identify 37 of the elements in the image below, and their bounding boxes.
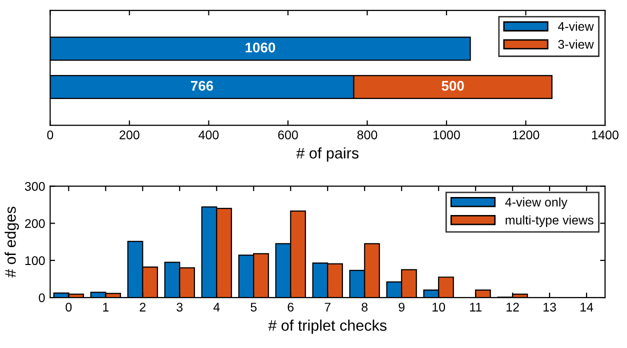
x-tick-label: 7 xyxy=(324,302,330,312)
x-tick-label: 400 xyxy=(198,130,219,140)
x-tick-label: 3 xyxy=(176,302,183,312)
x-tick-label: 1000 xyxy=(434,130,460,140)
x-tick-label: 0 xyxy=(47,130,54,140)
y-tick-label: 0 xyxy=(38,293,45,302)
x-tick-label: 2 xyxy=(140,302,146,312)
y-tick-label: 100 xyxy=(25,256,45,266)
data-label: 1060 xyxy=(246,42,276,52)
y-tick-label: 300 xyxy=(24,182,45,191)
x-tick-label: 1400 xyxy=(592,130,618,140)
x-tick-label: 11 xyxy=(470,302,482,312)
x-tick-label: 8 xyxy=(362,302,368,312)
legend-label: 4-view xyxy=(558,22,594,31)
x-axis-title: # of triplet checks xyxy=(268,320,386,334)
x-tick-label: 10 xyxy=(432,302,446,312)
x-tick-label: 9 xyxy=(398,302,404,312)
x-tick-label: 1 xyxy=(103,302,109,312)
x-axis-title: # of pairs xyxy=(296,147,358,162)
x-tick-label: 0 xyxy=(66,302,72,312)
data-label: 500 xyxy=(442,80,464,91)
x-tick-label: 12 xyxy=(506,302,519,312)
x-tick-label: 4 xyxy=(213,302,220,312)
x-tick-label: 6 xyxy=(288,302,294,312)
legend-label: 4-view only xyxy=(505,197,568,210)
x-tick-label: 5 xyxy=(250,302,257,312)
x-tick-label: 13 xyxy=(544,302,556,312)
data-label: 766 xyxy=(190,80,214,91)
y-axis-title: # of edges xyxy=(4,206,19,278)
x-tick-label: 200 xyxy=(120,130,140,140)
x-tick-label: 14 xyxy=(580,302,594,312)
legend-label: 3-view xyxy=(558,40,594,49)
legend-label: multi-type views xyxy=(506,215,594,227)
x-tick-label: 1200 xyxy=(512,130,540,140)
y-tick-label: 200 xyxy=(25,219,45,228)
x-tick-label: 800 xyxy=(357,130,378,140)
x-tick-label: 600 xyxy=(278,130,298,140)
